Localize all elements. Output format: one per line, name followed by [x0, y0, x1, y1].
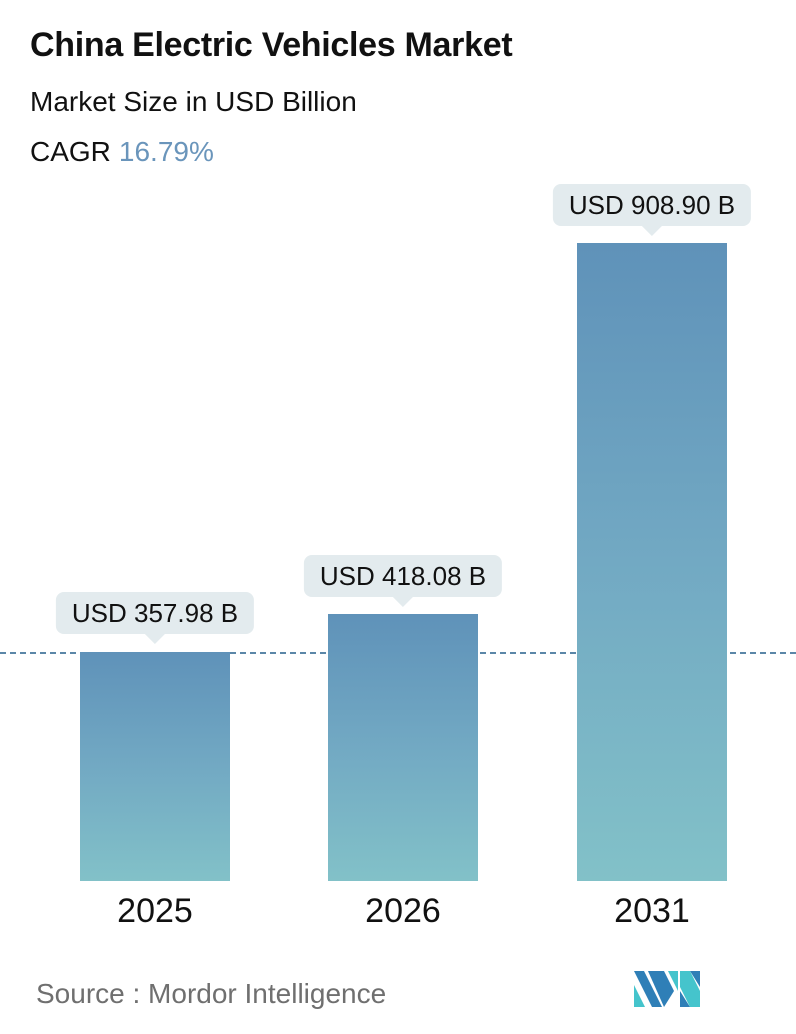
data-label-2031: USD 908.90 B — [552, 184, 752, 236]
x-tick-2025: 2025 — [117, 892, 193, 930]
data-label-2025: USD 357.98 B — [55, 592, 255, 644]
bar-2026 — [328, 614, 478, 881]
source-text: Source : Mordor Intelligence — [36, 978, 387, 1009]
mordor-intelligence-logo-icon — [634, 971, 700, 1007]
x-tick-2026: 2026 — [365, 892, 441, 930]
cagr-label: CAGR — [30, 136, 111, 167]
data-label-2026: USD 418.08 B — [303, 555, 503, 607]
bar-2025 — [80, 652, 230, 881]
chart-subtitle: Market Size in USD Billion — [30, 86, 357, 117]
cagr-line: CAGR 16.79% — [30, 136, 214, 168]
x-tick-2031: 2031 — [614, 892, 690, 930]
chart-title: China Electric Vehicles Market — [30, 26, 513, 64]
cagr-value: 16.79% — [118, 136, 214, 167]
bar-2031 — [577, 243, 727, 881]
